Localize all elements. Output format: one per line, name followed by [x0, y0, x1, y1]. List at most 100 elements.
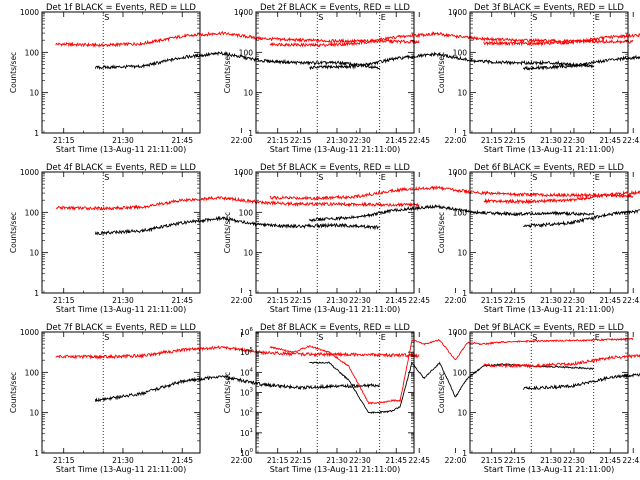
- x-tick-label: 21:15: [267, 296, 289, 305]
- y-tick-label: 100: [453, 208, 468, 217]
- y-tick-label: 1: [462, 289, 467, 298]
- y-tick-label: 1000: [448, 328, 467, 337]
- x-tick-label: 21:30: [540, 296, 562, 305]
- y-axis-label: Counts/sec: [437, 372, 446, 413]
- series-line-lld: [269, 31, 634, 48]
- x-tick-label: 21:30: [326, 456, 348, 465]
- x-tick-label: 21:45: [171, 136, 193, 145]
- chart-panel-1: Det 1f BLACK = Events, RED = LLD 1 10 100 10…: [9, 3, 430, 154]
- x-tick-label: 21:30: [540, 136, 562, 145]
- y-tick-label: 101: [240, 428, 253, 438]
- x-tick-label: 22:00: [231, 136, 253, 145]
- series-line-lld: [55, 345, 420, 360]
- y-tick-label: 10: [243, 249, 253, 258]
- x-tick-label: 21:30: [326, 296, 348, 305]
- y-tick-label: 10: [29, 89, 39, 98]
- chart-title: Det 2f BLACK = Events, RED = LLD: [260, 3, 410, 13]
- plot-frame: [255, 171, 415, 294]
- series-line-lld: [483, 189, 640, 205]
- marker-label-e: E: [595, 333, 600, 342]
- y-tick-label: 1: [462, 449, 467, 458]
- x-tick-label: 22:15: [504, 296, 526, 305]
- marker-label-e: E: [595, 173, 600, 182]
- chart-title: Det 9f BLACK = Events, RED = LLD: [474, 323, 624, 333]
- x-tick-label: 22:30: [349, 456, 371, 465]
- x-tick-label: 22:15: [504, 456, 526, 465]
- x-tick-label: 22:15: [290, 136, 312, 145]
- y-tick-label: 10: [457, 409, 467, 418]
- chart-title: Det 5f BLACK = Events, RED = LLD: [260, 163, 410, 173]
- x-tick-label: 22:30: [563, 136, 585, 145]
- x-tick-label: 22:30: [563, 456, 585, 465]
- y-tick-label: 100: [25, 208, 40, 217]
- y-tick-label: 102: [240, 408, 253, 418]
- x-tick-label: 22:15: [290, 456, 312, 465]
- marker-label-s: S: [532, 13, 537, 22]
- y-tick-label: 10: [29, 249, 39, 258]
- marker-label-e: E: [381, 173, 386, 182]
- chart-title: Det 8f BLACK = Events, RED = LLD: [260, 323, 410, 333]
- series-line-lld: [269, 337, 634, 405]
- chart-panel-5: Det 5f BLACK = Events, RED = LLD 1 10 100 10…: [223, 163, 640, 314]
- chart-panel-9: Det 9f BLACK = Events, RED = LLD 1 10 100 10…: [437, 323, 640, 474]
- x-axis-label: Start Time (13-Aug-11 21:11:00): [56, 465, 187, 474]
- y-tick-label: 1000: [20, 168, 39, 177]
- x-tick-label: 22:45: [622, 136, 640, 145]
- x-tick-label: 21:30: [112, 136, 134, 145]
- series-line-events: [523, 209, 640, 229]
- chart-title: Det 6f BLACK = Events, RED = LLD: [474, 163, 624, 173]
- y-tick-label: 1: [462, 129, 467, 138]
- x-tick-label: 22:00: [231, 296, 253, 305]
- x-tick-label: 22:00: [445, 296, 467, 305]
- marker-label-s: S: [104, 173, 109, 182]
- marker-label-s: S: [318, 333, 323, 342]
- y-tick-label: 1000: [20, 8, 39, 17]
- plot-frame: [41, 331, 201, 454]
- x-tick-label: 21:45: [385, 136, 407, 145]
- y-tick-label: 105: [240, 347, 254, 357]
- x-tick-label: 21:45: [171, 296, 193, 305]
- x-tick-label: 21:45: [599, 296, 621, 305]
- series-line-events: [309, 361, 594, 415]
- series-line-lld: [269, 185, 634, 201]
- x-tick-label: 21:15: [53, 136, 75, 145]
- x-tick-label: 21:15: [267, 456, 289, 465]
- series-line-events: [94, 374, 380, 403]
- y-tick-label: 100: [239, 208, 254, 217]
- x-tick-label: 21:15: [53, 456, 75, 465]
- plot-frame: [255, 331, 415, 454]
- x-axis-label: Start Time (13-Aug-11 21:11:00): [484, 465, 615, 474]
- x-axis-label: Start Time (13-Aug-11 21:11:00): [270, 465, 401, 474]
- x-tick-label: 22:30: [349, 296, 371, 305]
- y-tick-label: 1000: [448, 8, 467, 17]
- chart-panel-8: Det 8f BLACK = Events, RED = LLD10010110…: [223, 323, 640, 474]
- y-axis-label: Counts/sec: [9, 52, 18, 93]
- y-tick-label: 10: [457, 249, 467, 258]
- chart-panel-3: Det 3f BLACK = Events, RED = LLD 1 10 100 10…: [437, 3, 640, 154]
- x-tick-label: 21:45: [171, 456, 193, 465]
- y-tick-label: 1: [248, 289, 253, 298]
- x-axis-label: Start Time (13-Aug-11 21:11:00): [484, 145, 615, 154]
- x-tick-label: 22:00: [231, 456, 253, 465]
- x-tick-label: 21:45: [599, 456, 621, 465]
- marker-label-s: S: [532, 333, 537, 342]
- y-tick-label: 1: [34, 129, 39, 138]
- marker-label-e: E: [381, 13, 386, 22]
- plot-frame: [469, 171, 629, 294]
- x-tick-label: 22:15: [290, 296, 312, 305]
- y-tick-label: 100: [25, 48, 40, 57]
- series-line-lld: [55, 30, 420, 49]
- chart-title: Det 3f BLACK = Events, RED = LLD: [474, 3, 624, 13]
- plot-frame: [469, 11, 629, 134]
- x-axis-label: Start Time (13-Aug-11 21:11:00): [270, 305, 401, 314]
- x-axis-label: Start Time (13-Aug-11 21:11:00): [270, 145, 401, 154]
- x-tick-label: 21:30: [326, 136, 348, 145]
- y-tick-label: 104: [240, 367, 254, 377]
- y-axis-label: Counts/sec: [437, 52, 446, 93]
- series-line-lld: [483, 353, 640, 369]
- x-tick-label: 21:45: [385, 296, 407, 305]
- x-tick-label: 21:15: [481, 456, 503, 465]
- x-axis-label: Start Time (13-Aug-11 21:11:00): [56, 145, 187, 154]
- marker-label-s: S: [318, 13, 323, 22]
- series-line-events: [94, 51, 381, 70]
